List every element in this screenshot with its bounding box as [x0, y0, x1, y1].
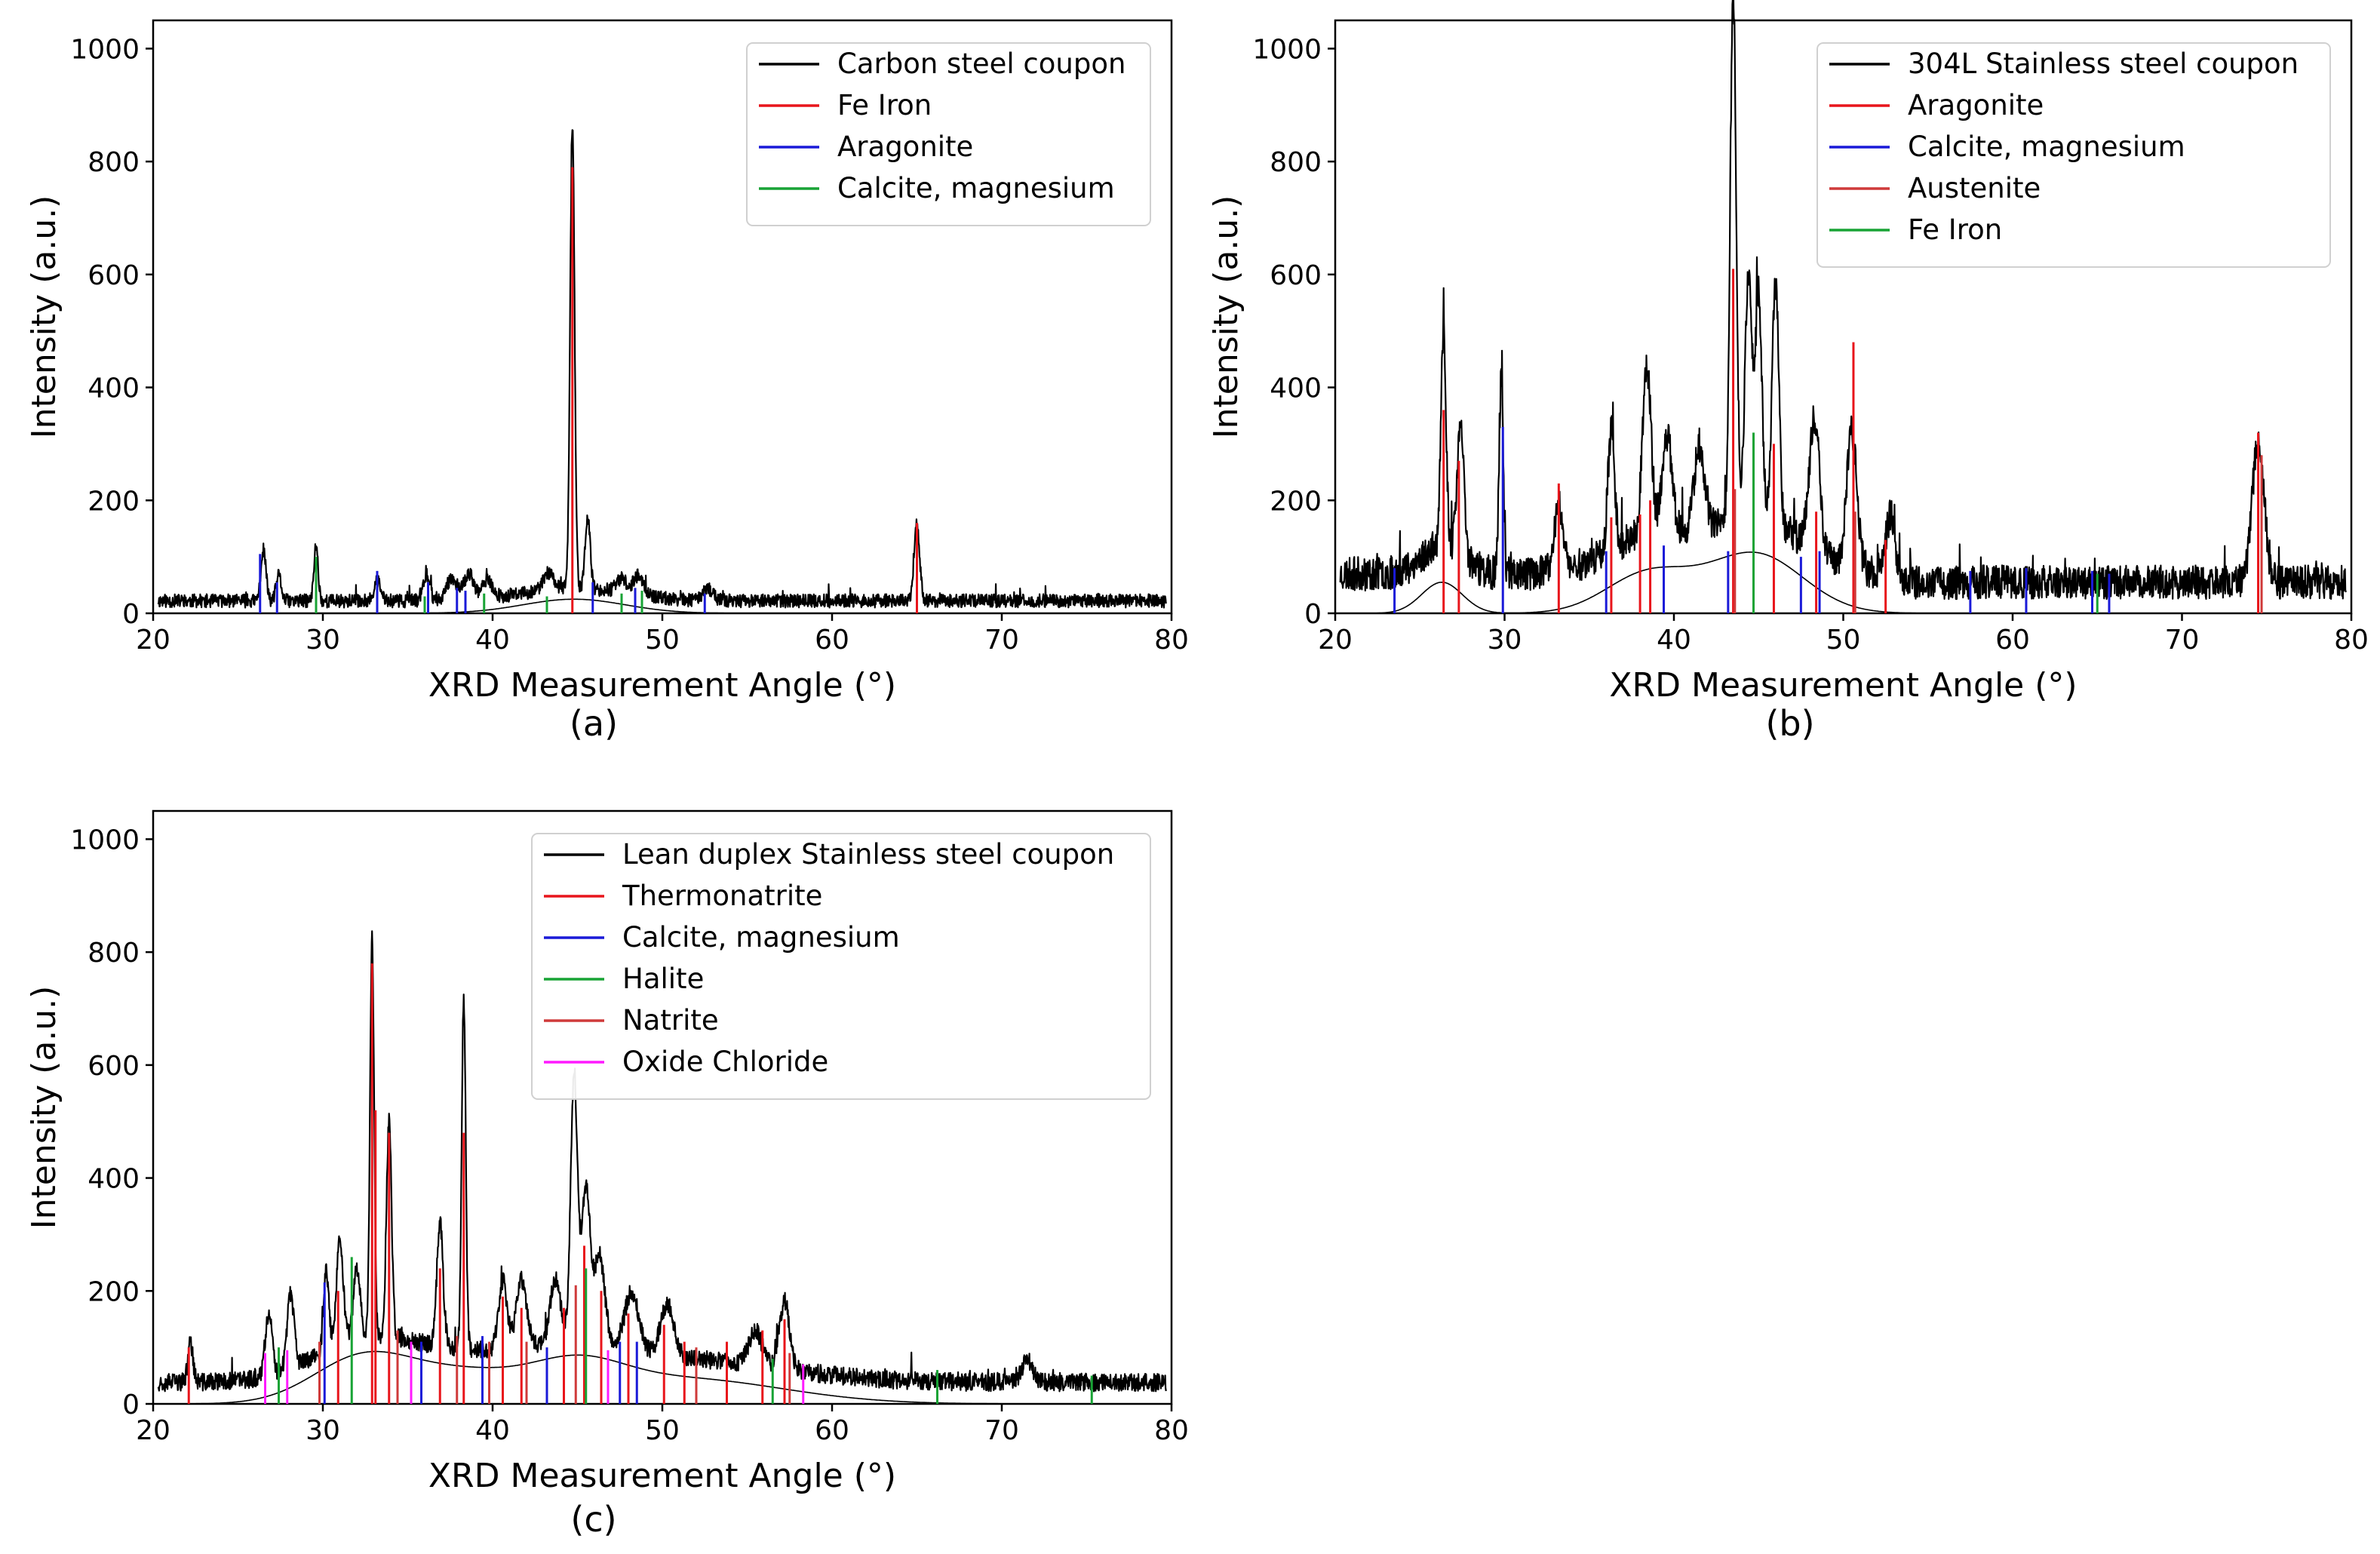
plot-area — [153, 930, 1172, 1405]
y-axis-title: Intensity (a.u.) — [25, 986, 63, 1230]
x-tick-label: 70 — [984, 1415, 1019, 1446]
y-tick-label: 0 — [122, 1390, 140, 1420]
y-tick-label: 400 — [1270, 373, 1322, 404]
x-axis-title: XRD Measurement Angle (°) — [428, 1457, 896, 1495]
legend: Lean duplex Stainless steel coupon Thermo… — [531, 833, 1151, 1100]
legend-label: Fe Iron — [1908, 213, 2002, 246]
y-tick-label: 600 — [88, 260, 140, 291]
x-tick-label: 70 — [2165, 625, 2200, 656]
x-tick-label: 50 — [645, 625, 680, 656]
x-tick-label: 40 — [1657, 625, 1691, 656]
y-tick-label: 800 — [88, 938, 140, 969]
x-tick-label: 80 — [1154, 1415, 1189, 1446]
x-tick-label: 60 — [815, 1415, 849, 1446]
x-tick-label: 30 — [1488, 625, 1522, 656]
legend-label: Lean duplex Stainless steel coupon — [622, 838, 1114, 871]
legend-box — [531, 833, 1151, 1100]
legend-label: Fe Iron — [837, 89, 932, 121]
x-tick-label: 60 — [1995, 625, 2030, 656]
x-tick-label: 60 — [815, 625, 849, 656]
y-tick-label: 400 — [88, 373, 140, 404]
background-curve — [153, 1350, 1172, 1405]
y-tick-label: 200 — [88, 1276, 140, 1307]
legend-label: Carbon steel coupon — [837, 48, 1126, 80]
series-line — [157, 129, 1167, 609]
legend-label: Oxide Chloride — [622, 1046, 828, 1078]
legend-label: Aragonite — [837, 131, 973, 163]
y-tick-label: 200 — [88, 486, 140, 517]
x-tick-label: 20 — [1318, 625, 1353, 656]
legend-label: Natrite — [622, 1004, 719, 1037]
plot-area — [1335, 0, 2351, 614]
y-tick-label: 400 — [88, 1164, 140, 1195]
y-axis-title: Intensity (a.u.) — [25, 195, 63, 439]
y-tick-label: 800 — [88, 147, 140, 178]
x-axis-title: XRD Measurement Angle (°) — [428, 666, 896, 705]
series-line — [157, 930, 1167, 1393]
x-tick-label: 40 — [475, 625, 510, 656]
background-curve — [153, 598, 1172, 614]
x-tick-label: 40 — [475, 1415, 510, 1446]
legend-label: Austenite — [1908, 172, 2041, 204]
legend: Carbon steel coupon Fe Iron Aragonite Calci… — [746, 42, 1151, 226]
x-tick-label: 30 — [306, 1415, 340, 1446]
y-tick-label: 800 — [1270, 147, 1322, 178]
x-tick-label: 70 — [984, 625, 1019, 656]
legend-box — [1816, 42, 2331, 268]
y-tick-label: 600 — [88, 1051, 140, 1082]
legend-label: Aragonite — [1908, 89, 2044, 121]
caption-a: (a) — [570, 703, 618, 744]
x-tick-label: 80 — [2334, 625, 2369, 656]
y-tick-label: 1000 — [1252, 34, 1322, 65]
x-tick-label: 20 — [136, 1415, 170, 1446]
x-tick-label: 20 — [136, 625, 170, 656]
legend-label: 304L Stainless steel coupon — [1908, 48, 2299, 80]
x-tick-label: 50 — [1826, 625, 1861, 656]
series-line — [1339, 0, 2347, 600]
y-tick-label: 1000 — [70, 34, 140, 65]
caption-b: (b) — [1765, 703, 1814, 744]
legend-label: Halite — [622, 963, 704, 995]
x-tick-label: 30 — [306, 625, 340, 656]
y-tick-label: 200 — [1270, 486, 1322, 517]
y-tick-label: 1000 — [70, 825, 140, 855]
x-tick-label: 80 — [1154, 625, 1189, 656]
legend: 304L Stainless steel coupon Aragonite Calc… — [1816, 42, 2331, 268]
x-axis-title: XRD Measurement Angle (°) — [1609, 666, 2077, 705]
y-axis-title: Intensity (a.u.) — [1207, 195, 1245, 439]
legend-label: Calcite, magnesium — [1908, 131, 2185, 163]
y-tick-label: 0 — [122, 599, 140, 630]
y-tick-label: 600 — [1270, 260, 1322, 291]
x-tick-label: 50 — [645, 1415, 680, 1446]
legend-box — [746, 42, 1151, 226]
legend-label: Calcite, magnesium — [837, 172, 1115, 204]
background-curve — [1335, 551, 2351, 614]
legend-label: Thermonatrite — [622, 880, 822, 912]
caption-c: (c) — [570, 1499, 616, 1540]
legend-label: Calcite, magnesium — [622, 921, 900, 954]
y-tick-label: 0 — [1304, 599, 1322, 630]
plot-area — [153, 129, 1172, 614]
